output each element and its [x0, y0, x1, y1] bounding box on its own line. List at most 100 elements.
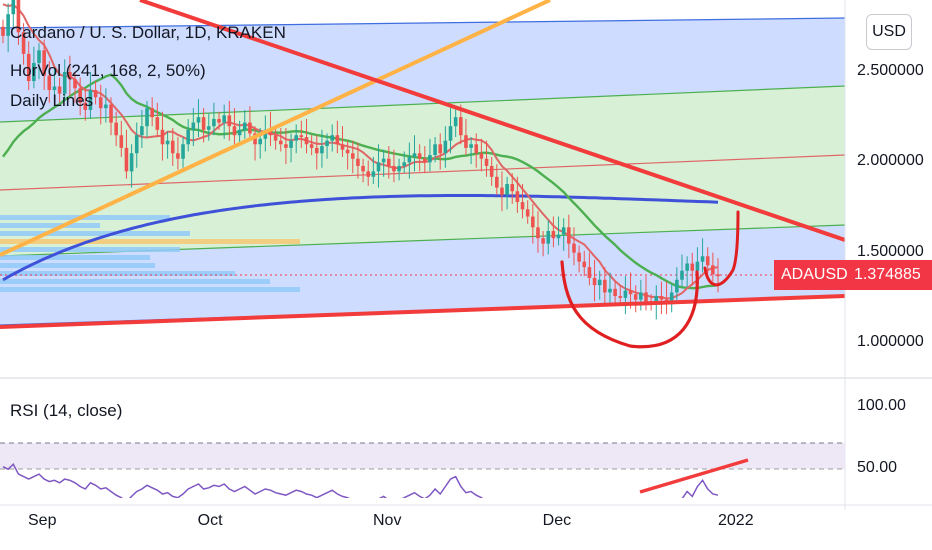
- candle: [330, 135, 334, 140]
- candle: [248, 123, 252, 134]
- candle: [629, 291, 633, 295]
- candle: [706, 256, 710, 265]
- candle: [593, 278, 597, 285]
- candle: [397, 166, 401, 171]
- time-tick-label: Oct: [198, 512, 223, 530]
- candle: [104, 105, 108, 109]
- candle: [423, 159, 427, 163]
- volume-profile-bar: [0, 255, 150, 260]
- candle: [161, 130, 165, 144]
- candle: [166, 141, 170, 145]
- candle: [325, 141, 329, 146]
- candle: [624, 291, 628, 298]
- time-tick-label: Nov: [373, 512, 401, 530]
- candle: [588, 267, 592, 278]
- candle: [618, 296, 622, 298]
- candle: [474, 144, 478, 153]
- candle: [300, 135, 304, 137]
- candle: [603, 280, 607, 293]
- candle: [670, 292, 674, 301]
- candle: [490, 166, 494, 177]
- candle: [217, 119, 221, 123]
- time-tick-label: Dec: [543, 512, 571, 530]
- candle: [387, 159, 391, 166]
- candle: [99, 97, 103, 108]
- candle: [444, 141, 448, 154]
- currency-button[interactable]: USD: [866, 14, 912, 50]
- candle: [372, 171, 376, 176]
- candle: [222, 115, 226, 122]
- volume-profile-bar: [0, 231, 190, 236]
- candle: [526, 209, 530, 216]
- candle: [685, 264, 689, 271]
- candle: [94, 90, 98, 97]
- candle: [469, 144, 473, 148]
- symbol-legend[interactable]: Cardano / U. S. Dollar, 1D, KRAKEN: [10, 22, 286, 44]
- candle: [500, 188, 504, 195]
- candle: [480, 153, 484, 158]
- candle: [366, 171, 370, 176]
- daily-lines-legend[interactable]: Daily Lines: [10, 90, 93, 112]
- candle: [675, 280, 679, 293]
- rsi-legend[interactable]: RSI (14, close): [10, 400, 122, 422]
- candle: [356, 159, 360, 166]
- candle: [120, 135, 124, 148]
- candle: [680, 271, 684, 280]
- candle: [438, 144, 442, 153]
- candle: [202, 117, 206, 130]
- candle: [567, 227, 571, 243]
- candle: [289, 141, 293, 148]
- candle: [361, 166, 365, 171]
- candle: [413, 153, 417, 157]
- candle: [351, 153, 355, 158]
- price-tick-label: 1.500000: [857, 243, 924, 261]
- candle: [598, 280, 602, 285]
- candle: [459, 117, 463, 135]
- candle: [346, 150, 350, 154]
- candle: [454, 117, 458, 126]
- candle: [150, 108, 154, 117]
- candle: [171, 141, 175, 154]
- candle: [716, 274, 720, 276]
- candle: [644, 292, 648, 301]
- candle: [315, 148, 319, 153]
- candle: [305, 137, 309, 144]
- candle: [690, 264, 694, 271]
- candle: [505, 184, 509, 195]
- candle: [176, 153, 180, 158]
- horvol-legend[interactable]: HorVol (241, 168, 2, 50%): [10, 60, 206, 82]
- candle: [634, 294, 638, 299]
- rsi-tick-label: 50.00: [857, 459, 897, 477]
- rsi-tick-label: 100.00: [857, 397, 906, 415]
- candle: [341, 144, 345, 149]
- candle: [274, 135, 278, 140]
- candle: [382, 159, 386, 163]
- symbol-price-tag: ADAUSD: [774, 260, 855, 290]
- candle: [135, 135, 139, 153]
- candle: [402, 162, 406, 166]
- candle: [284, 144, 288, 148]
- candle: [228, 115, 232, 126]
- candle: [243, 123, 247, 130]
- candle: [696, 262, 700, 271]
- candle: [613, 289, 617, 296]
- candle: [197, 117, 201, 122]
- candle: [181, 144, 185, 158]
- candle: [109, 105, 113, 123]
- candle: [495, 177, 499, 188]
- volume-profile-bar: [0, 223, 100, 228]
- candle: [531, 217, 535, 228]
- candle: [711, 265, 715, 274]
- candle: [510, 184, 514, 191]
- candle: [140, 126, 144, 135]
- candle: [212, 119, 216, 126]
- candle: [536, 227, 540, 238]
- candle: [516, 191, 520, 202]
- candle: [392, 166, 396, 171]
- candle: [377, 162, 381, 171]
- candle: [433, 144, 437, 155]
- candle: [310, 144, 314, 148]
- candle: [294, 135, 298, 140]
- candle: [449, 126, 453, 140]
- time-tick-label: Sep: [28, 512, 56, 530]
